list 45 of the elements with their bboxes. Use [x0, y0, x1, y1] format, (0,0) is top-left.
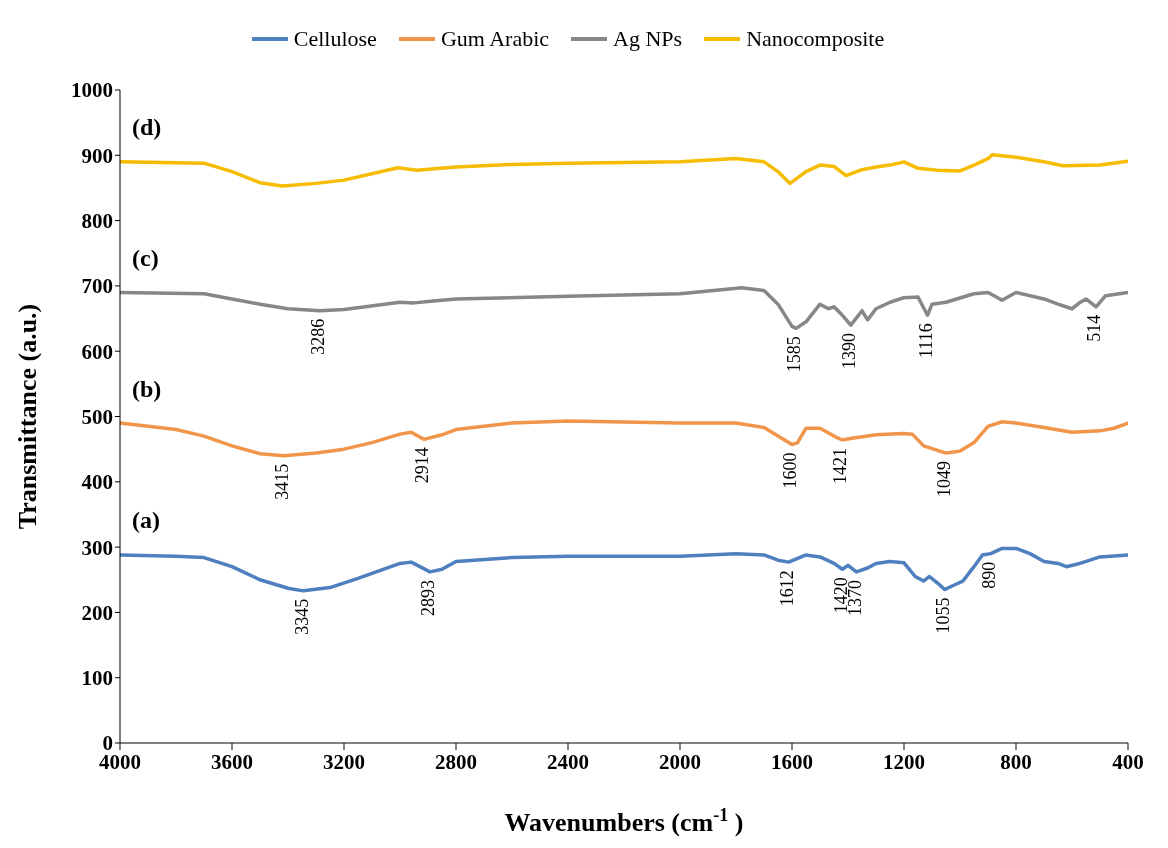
- y-tick-label: 1000: [71, 78, 113, 103]
- annotation: (c): [132, 244, 159, 271]
- legend-label: Gum Arabic: [440, 26, 550, 52]
- annotation: 2893: [418, 579, 439, 616]
- annotation: 3286: [308, 318, 329, 355]
- annotation: 2914: [412, 447, 433, 484]
- y-axis-title: Transmittance (a.u.): [12, 303, 42, 530]
- y-tick-label: 700: [81, 274, 113, 299]
- x-tick-label: 400: [1112, 749, 1144, 774]
- legend-label: Ag NPs: [613, 26, 683, 52]
- annotation: 1049: [934, 461, 955, 498]
- x-tick-label: 800: [1000, 749, 1032, 774]
- x-tick-label: 3200: [323, 749, 365, 774]
- annotation: 1421: [830, 448, 851, 485]
- x-axis-title: Wavenumbers (cm$^{-1}$): [504, 805, 744, 837]
- x-tick-label: 2000: [659, 749, 701, 774]
- annotation: 1116: [915, 323, 936, 358]
- line-series: [120, 152, 1128, 188]
- x-tick-label: 3600: [211, 749, 253, 774]
- annotation: (d): [132, 114, 162, 141]
- x-tick-label: 1200: [883, 749, 925, 774]
- y-tick-label: 100: [81, 666, 113, 691]
- y-tick-label: 200: [81, 600, 113, 625]
- annotation: 3415: [271, 463, 292, 500]
- annotation: 1612: [776, 570, 797, 607]
- annotation: 1600: [780, 452, 801, 489]
- legend-label: Cellulose: [293, 26, 377, 52]
- y-tick-label: 600: [81, 339, 113, 364]
- legend-label: Nanocomposite: [746, 26, 885, 52]
- annotation: 1390: [838, 333, 859, 370]
- x-tick-label: 1600: [771, 749, 813, 774]
- annotation: (a): [132, 507, 160, 534]
- annotation: 3345: [291, 598, 312, 635]
- annotation: 514: [1084, 314, 1105, 342]
- x-tick-label: 2400: [547, 749, 589, 774]
- annotation: 1055: [932, 597, 953, 634]
- x-tick-label: 2800: [435, 749, 477, 774]
- y-tick-label: 500: [81, 404, 113, 429]
- annotation: (b): [132, 375, 162, 402]
- annotation: 890: [978, 561, 999, 589]
- annotation: 1585: [784, 336, 805, 373]
- y-tick-label: 300: [81, 535, 113, 560]
- y-tick-label: 400: [81, 470, 113, 495]
- y-tick-label: 800: [81, 209, 113, 234]
- y-tick-label: 900: [81, 143, 113, 168]
